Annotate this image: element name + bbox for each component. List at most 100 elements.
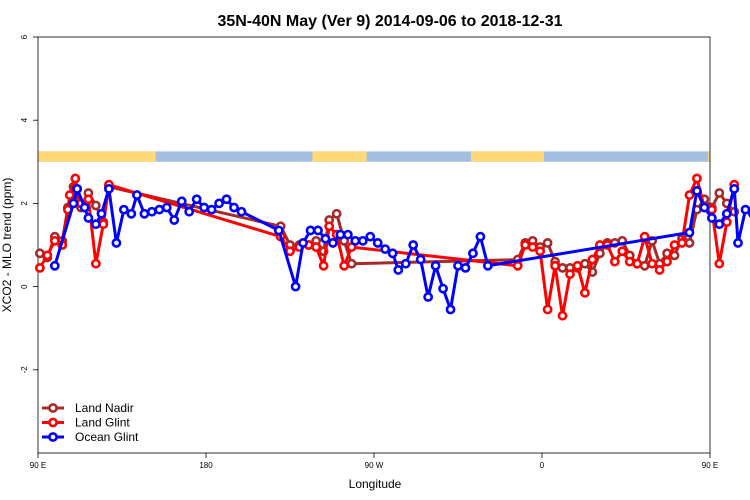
data-point	[191, 194, 202, 205]
data-point	[154, 204, 165, 215]
data-point	[305, 225, 316, 236]
series-land-glint	[34, 173, 740, 321]
data-point	[542, 238, 553, 248]
legend-marker	[48, 432, 58, 442]
data-point	[624, 256, 635, 267]
data-point	[83, 213, 94, 223]
data-point	[118, 204, 129, 215]
data-point	[184, 206, 195, 217]
data-point	[460, 262, 471, 273]
data-point	[572, 260, 583, 271]
data-point	[70, 173, 81, 184]
series-layer	[34, 173, 750, 321]
x-axis-title: Longitude	[349, 477, 402, 491]
data-point	[669, 240, 680, 250]
data-point	[146, 206, 157, 217]
data-point	[68, 198, 79, 209]
data-point	[285, 246, 295, 257]
x-tick-label: 90 W	[365, 461, 384, 470]
data-point	[714, 219, 725, 230]
y-tick-label: -2	[20, 366, 29, 374]
data-point	[98, 219, 109, 230]
data-point	[161, 202, 172, 213]
data-point	[408, 240, 419, 250]
legend-label: Land Nadir	[75, 401, 134, 415]
data-point	[34, 248, 45, 259]
data-point	[512, 260, 523, 271]
data-point	[320, 233, 331, 244]
chart-title: 35N-40N May (Ver 9) 2014-09-06 to 2018-1…	[217, 13, 562, 30]
data-point	[662, 256, 672, 267]
data-point	[445, 304, 456, 315]
data-point	[318, 260, 329, 271]
ocean-band	[38, 151, 710, 162]
data-point	[273, 225, 284, 236]
data-point	[111, 238, 122, 248]
data-point	[527, 242, 538, 252]
data-point	[342, 229, 353, 240]
data-point	[365, 231, 376, 242]
data-point	[42, 250, 53, 261]
data-point	[357, 235, 368, 246]
data-point	[132, 190, 142, 200]
data-point	[587, 254, 598, 265]
data-point	[387, 248, 398, 259]
x-tick-label: 0	[540, 461, 545, 470]
data-point	[298, 238, 308, 248]
data-point	[83, 194, 94, 205]
data-point	[139, 208, 150, 219]
data-point	[72, 183, 83, 194]
y-tick-label: 2	[20, 201, 29, 206]
data-point	[733, 238, 743, 248]
data-point	[49, 260, 60, 271]
legend-marker	[48, 403, 58, 413]
legend-label: Land Glint	[75, 416, 130, 430]
land-segment	[38, 151, 156, 162]
data-point	[169, 215, 180, 225]
data-point	[229, 202, 239, 213]
data-point	[331, 208, 342, 219]
data-point	[96, 208, 107, 219]
data-point	[221, 194, 232, 205]
data-point	[714, 188, 725, 198]
data-point	[677, 238, 687, 248]
legend-item: Land Glint	[42, 416, 130, 430]
data-point	[706, 213, 717, 223]
land-ocean-band	[38, 151, 710, 162]
x-tick-label: 90 E	[702, 461, 718, 470]
data-point	[214, 198, 224, 209]
data-point	[632, 258, 643, 269]
data-point	[729, 183, 740, 194]
data-point	[423, 292, 434, 302]
data-point	[335, 229, 346, 240]
data-point	[126, 208, 137, 219]
data-point	[64, 190, 75, 200]
land-segment	[471, 151, 544, 162]
data-point	[199, 202, 210, 213]
data-point	[542, 304, 553, 315]
legend-item: Land Nadir	[42, 401, 134, 415]
y-tick-label: 0	[20, 284, 29, 289]
axes: 90 E 180 90 W 0 90 E -2 0 2 4 6	[20, 34, 718, 470]
data-point	[453, 260, 463, 271]
land-segment	[312, 151, 367, 162]
data-point	[475, 231, 486, 242]
data-point	[580, 287, 590, 298]
data-point	[580, 258, 590, 269]
data-point	[400, 258, 411, 269]
land-segment	[708, 151, 710, 162]
data-point	[430, 260, 441, 271]
data-point	[328, 238, 338, 248]
y-axis-title: XCO2 - MLO trend (ppm)	[0, 178, 14, 313]
data-point	[684, 190, 695, 200]
data-point	[684, 238, 695, 248]
data-point	[393, 265, 404, 275]
data-point	[557, 262, 568, 273]
series-ocean-glint	[49, 183, 750, 315]
data-point	[609, 256, 620, 267]
data-point	[721, 208, 732, 219]
data-point	[90, 200, 101, 211]
x-tick-label: 90 E	[30, 461, 46, 470]
